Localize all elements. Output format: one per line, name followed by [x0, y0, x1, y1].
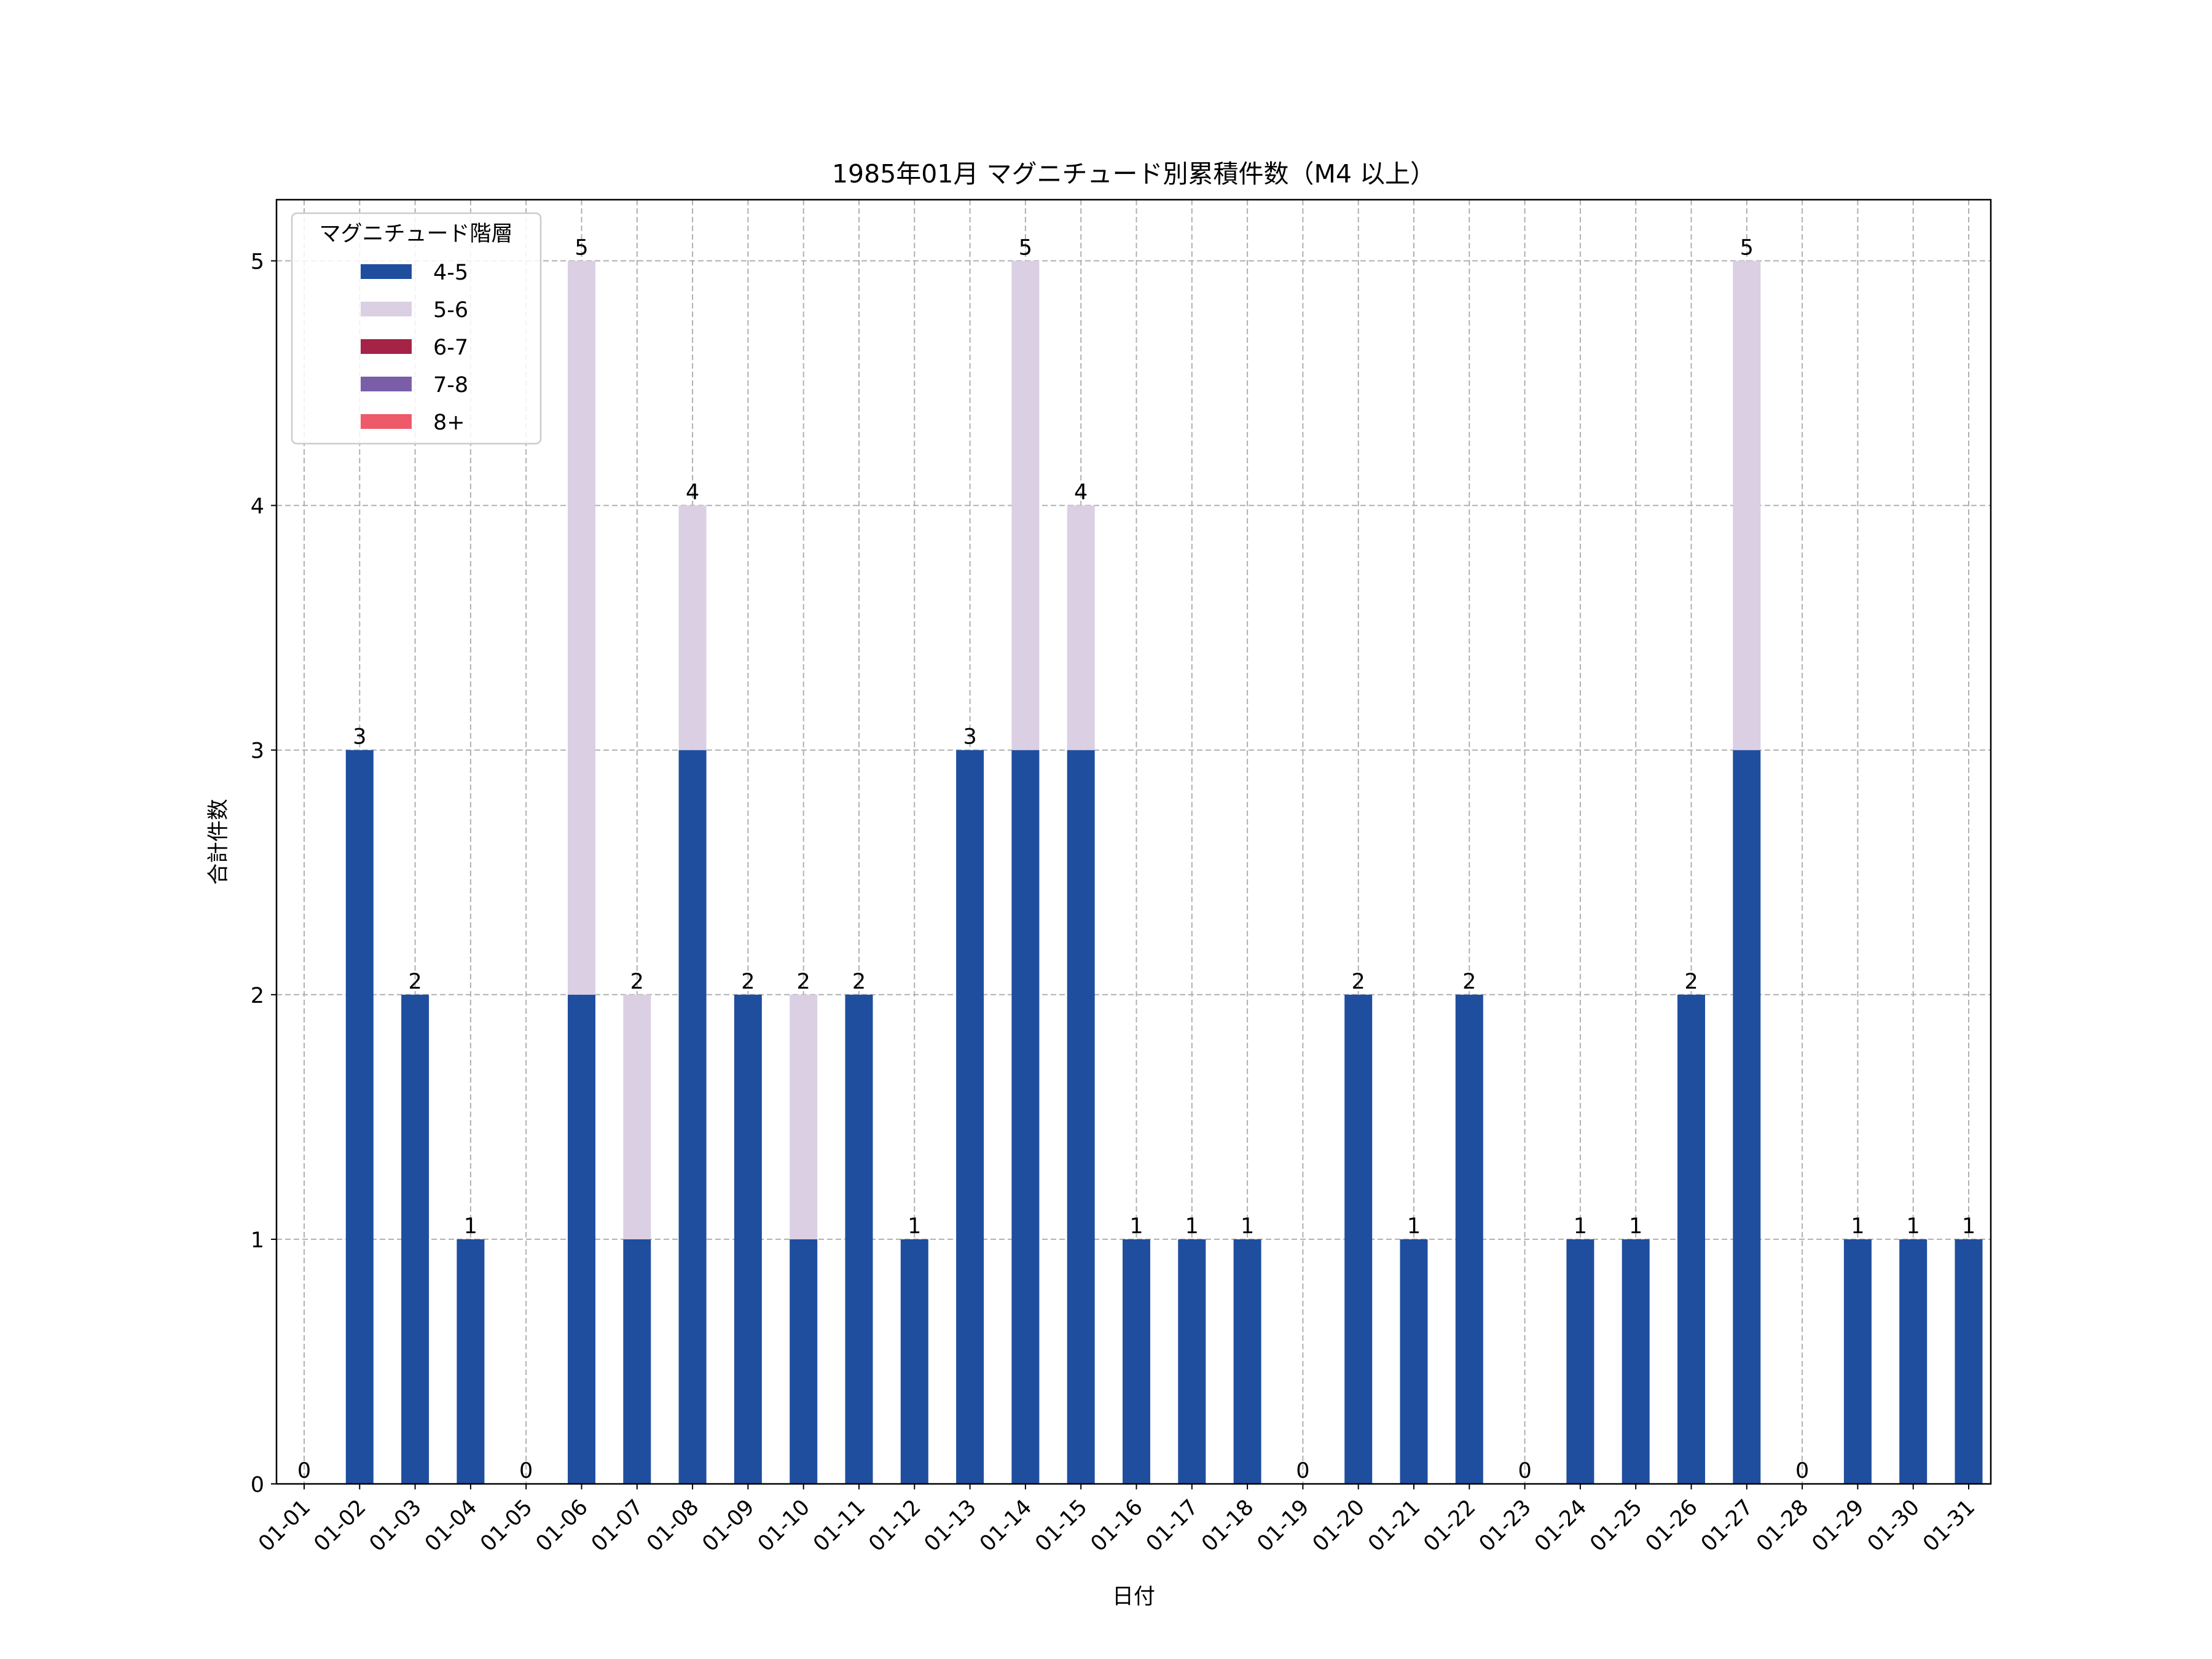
bar-total-label: 0 [1296, 1459, 1309, 1483]
y-tick-label: 5 [251, 250, 264, 275]
bar-4-5 [1123, 1239, 1150, 1484]
bar-total-label: 2 [630, 970, 644, 994]
bar-total-label: 4 [1074, 480, 1088, 505]
y-tick-label: 0 [251, 1473, 264, 1497]
bar-4-5 [900, 1239, 928, 1484]
bar-total-label: 3 [963, 725, 976, 750]
bar-total-label: 5 [1019, 236, 1032, 261]
legend-label: 8+ [433, 410, 465, 435]
bar-5-6 [1733, 261, 1761, 750]
bar-5-6 [1011, 261, 1040, 750]
bar-total-label: 0 [297, 1459, 311, 1483]
bar-total-label: 5 [575, 236, 588, 261]
bar-total-label: 2 [797, 970, 810, 994]
bar-5-6 [568, 261, 595, 995]
bar-5-6 [1067, 505, 1095, 750]
legend-box [291, 212, 542, 445]
legend-items: 4-5 5-6 6-7 7-8 8+ [361, 261, 468, 435]
x-axis-label: 日付 [1112, 1585, 1155, 1609]
bar-total-label: 1 [1574, 1214, 1587, 1239]
bar-total-label: 2 [741, 970, 755, 994]
bar-4-5 [1899, 1239, 1928, 1484]
bar-5-6 [678, 505, 707, 750]
bar-total-label: 1 [1241, 1214, 1254, 1239]
bar-total-label: 1 [908, 1214, 921, 1239]
bar-total-label: 2 [408, 970, 422, 994]
bar-4-5 [1178, 1239, 1206, 1484]
bar-4-5 [623, 1239, 651, 1484]
bar-total-label: 1 [1962, 1214, 1975, 1239]
bar-total-label: 1 [1129, 1214, 1143, 1239]
bar-4-5 [1677, 994, 1705, 1484]
bar-total-label: 1 [1851, 1214, 1864, 1239]
bar-4-5 [1733, 750, 1761, 1484]
bar-total-label: 0 [1795, 1459, 1809, 1483]
bar-4-5 [401, 994, 429, 1484]
bars [345, 261, 1983, 1484]
legend-label: 4-5 [433, 261, 468, 285]
bar-4-5 [457, 1239, 485, 1484]
y-tick-label: 2 [251, 984, 264, 1008]
legend-label: 6-7 [433, 335, 468, 360]
legend: マグニチュード階層 4-5 5-6 6-7 7-8 8+ [291, 212, 542, 445]
y-axis-label: 合計件数 [206, 799, 231, 885]
bar-total-label: 1 [1185, 1214, 1199, 1239]
legend-title: マグニチュード階層 [319, 222, 512, 246]
y-tick-label: 1 [251, 1228, 264, 1253]
bar-4-5 [1233, 1239, 1261, 1484]
bar-total-label: 2 [1352, 970, 1365, 994]
bar-total-label: 1 [1629, 1214, 1642, 1239]
bar-4-5 [845, 994, 873, 1484]
legend-swatch [361, 302, 412, 316]
bar-4-5 [1843, 1239, 1872, 1484]
legend-swatch [361, 264, 412, 279]
legend-label: 5-6 [433, 298, 468, 323]
chart-title: 1985年01月 マグニチュード別累積件数（M4 以上） [832, 159, 1435, 189]
bar-total-label: 1 [464, 1214, 477, 1239]
bar-4-5 [1622, 1239, 1650, 1484]
bar-4-5 [1011, 750, 1040, 1484]
bar-total-label: 0 [1518, 1459, 1531, 1483]
bar-total-label: 5 [1740, 236, 1754, 261]
bar-4-5 [1067, 750, 1095, 1484]
y-tick-label: 4 [251, 495, 264, 519]
bar-4-5 [568, 994, 595, 1484]
bar-4-5 [345, 750, 374, 1484]
legend-swatch [361, 414, 412, 429]
legend-swatch [361, 377, 412, 391]
bar-4-5 [1455, 994, 1483, 1484]
bar-total-label: 2 [852, 970, 866, 994]
bar-4-5 [1344, 994, 1373, 1484]
bar-5-6 [623, 994, 651, 1239]
bar-4-5 [1566, 1239, 1594, 1484]
bar-5-6 [790, 994, 818, 1239]
bar-total-label: 0 [519, 1459, 533, 1483]
bar-4-5 [1955, 1239, 1983, 1484]
bar-4-5 [734, 994, 762, 1484]
bar-total-label: 1 [1907, 1214, 1920, 1239]
bar-total-label: 4 [686, 480, 699, 505]
bar-4-5 [1400, 1239, 1428, 1484]
bar-4-5 [956, 750, 984, 1484]
legend-swatch [361, 339, 412, 354]
data-labels: 0 3 2 1 0 5 2 4 2 2 2 1 3 5 4 1 1 1 0 2 1 2 0 1 1 2 5 0 1 1 1 [297, 236, 1975, 1483]
bar-4-5 [790, 1239, 818, 1484]
y-tick-label: 3 [251, 739, 264, 764]
legend-label: 7-8 [433, 373, 468, 398]
bar-total-label: 2 [1684, 970, 1698, 994]
plot-frame [275, 198, 1992, 1485]
bar-total-label: 1 [1407, 1214, 1421, 1239]
bar-total-label: 2 [1462, 970, 1476, 994]
bar-4-5 [678, 750, 707, 1484]
bar-total-label: 3 [353, 725, 366, 750]
